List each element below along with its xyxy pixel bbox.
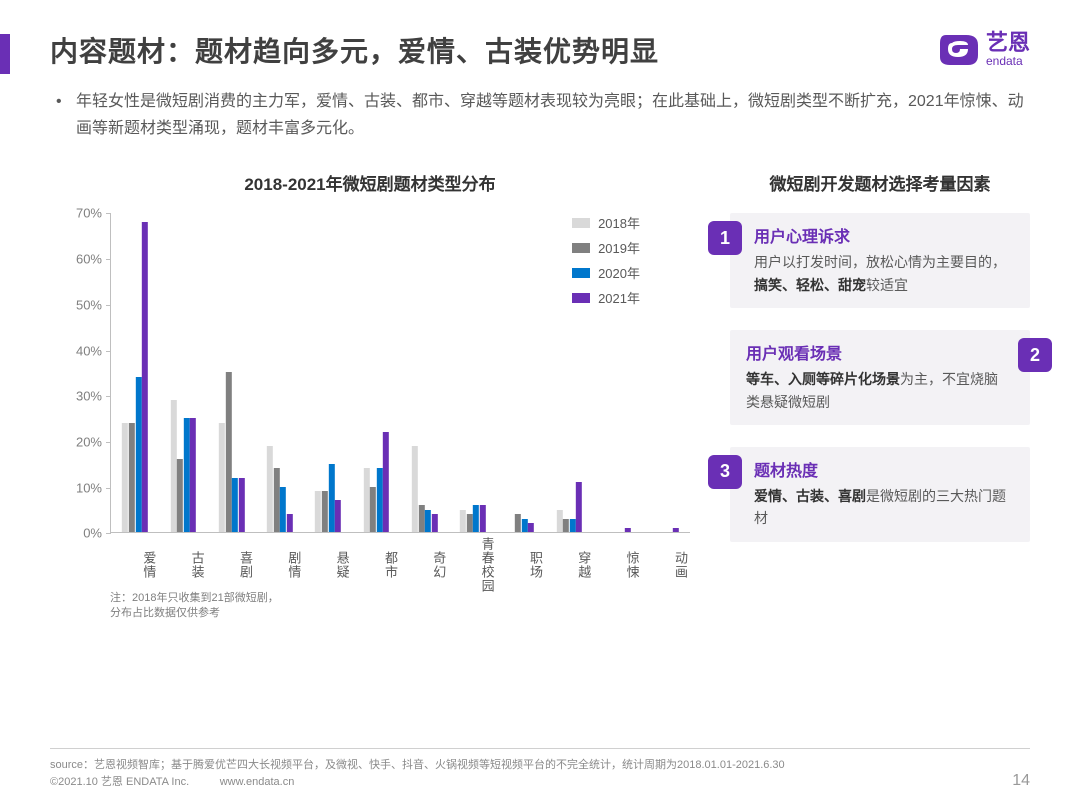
bar — [570, 519, 576, 533]
factor-number: 3 — [708, 455, 742, 489]
factor-number: 2 — [1018, 338, 1052, 372]
intro-bullet: 年轻女性是微短剧消费的主力军，爱情、古装、都市、穿越等题材表现较为亮眼；在此基础… — [50, 88, 1030, 142]
factor-title: 用户心理诉求 — [754, 223, 1014, 247]
bar — [170, 400, 176, 533]
bar — [432, 514, 438, 532]
bar — [232, 478, 238, 533]
bar — [190, 418, 196, 532]
bar — [370, 487, 376, 533]
factor-card: 1用户心理诉求用户以打发时间，放松心情为主要目的，搞笑、轻松、甜宠较适宜 — [730, 213, 1030, 308]
y-tick: 50% — [76, 297, 102, 312]
bar — [335, 500, 341, 532]
bar — [467, 514, 473, 532]
factor-title: 用户观看场景 — [746, 340, 1006, 364]
factors-column: 微短剧开发题材选择考量因素 1 用户心理诉求用户以打发时间，放松心情为主要目的，搞… — [690, 170, 1030, 593]
y-tick: 40% — [76, 343, 102, 358]
x-label: 惊悚 — [593, 537, 641, 593]
y-tick: 20% — [76, 434, 102, 449]
bar — [135, 377, 141, 532]
legend-item: 2018年 — [572, 213, 640, 232]
factor-body: 爱情、古装、喜剧是微短剧的三大热门题材 — [754, 485, 1014, 530]
x-label: 古装 — [158, 537, 206, 593]
bar — [418, 505, 424, 532]
footer-source: source：艺恩视频智库；基于腾爱优芒四大长视频平台，及微视、快手、抖音、火锅… — [50, 757, 785, 774]
bar — [528, 523, 534, 532]
factor-number: 1 — [708, 221, 742, 255]
bar — [315, 491, 321, 532]
bar — [142, 222, 148, 533]
y-tick: 70% — [76, 206, 102, 221]
y-tick: 60% — [76, 252, 102, 267]
x-label: 都市 — [352, 537, 400, 593]
bar — [383, 432, 389, 533]
logo-text-cn: 艺恩 — [986, 32, 1030, 54]
footer-url: www.endata.cn — [220, 776, 295, 788]
bar — [328, 464, 334, 533]
x-label: 悬疑 — [303, 537, 351, 593]
x-label: 职场 — [497, 537, 545, 593]
bar — [473, 505, 479, 532]
footer: source：艺恩视频智库；基于腾爱优芒四大长视频平台，及微视、快手、抖音、火锅… — [50, 748, 1030, 790]
legend-item: 2019年 — [572, 238, 640, 257]
legend-item: 2020年 — [572, 263, 640, 282]
bar — [122, 423, 128, 533]
bar — [280, 487, 286, 533]
chart-title: 2018-2021年微短剧题材类型分布 — [50, 170, 690, 195]
bar — [177, 459, 183, 532]
bar — [219, 423, 225, 533]
footer-copyright: ©2021.10 艺恩 ENDATA Inc. — [50, 776, 189, 788]
x-label: 青春校园 — [448, 537, 496, 593]
logo: 艺恩 endata — [938, 31, 1030, 69]
bar — [184, 418, 190, 532]
y-tick: 0% — [83, 526, 102, 541]
x-label: 爱情 — [110, 537, 158, 593]
bar — [563, 519, 569, 533]
bar — [267, 446, 273, 533]
bar — [239, 478, 245, 533]
bar — [521, 519, 527, 533]
x-label: 动画 — [642, 537, 690, 593]
factor-body: 等车、入厕等碎片化场景为主，不宜烧脑类悬疑微短剧 — [746, 368, 1006, 413]
accent-bar — [0, 34, 10, 74]
logo-text-en: endata — [986, 54, 1030, 68]
page-title: 内容题材：题材趋向多元，爱情、古装优势明显 — [50, 30, 659, 70]
logo-icon — [938, 31, 980, 69]
x-label: 喜剧 — [207, 537, 255, 593]
bar — [129, 423, 135, 533]
bar — [576, 482, 582, 532]
bar — [480, 505, 486, 532]
bar — [363, 468, 369, 532]
bar — [515, 514, 521, 532]
factor-card: 3题材热度爱情、古装、喜剧是微短剧的三大热门题材 — [730, 447, 1030, 542]
bar — [625, 528, 631, 533]
bar — [274, 468, 280, 532]
bar — [673, 528, 679, 533]
bar — [322, 491, 328, 532]
factor-title: 题材热度 — [754, 457, 1014, 481]
page-number: 14 — [1012, 772, 1030, 790]
y-tick: 10% — [76, 480, 102, 495]
bar — [460, 510, 466, 533]
legend-item: 2021年 — [572, 288, 640, 307]
bar — [287, 514, 293, 532]
x-label: 奇幻 — [400, 537, 448, 593]
header: 内容题材：题材趋向多元，爱情、古装优势明显 艺恩 endata — [50, 30, 1030, 70]
factor-body: 用户以打发时间，放松心情为主要目的，搞笑、轻松、甜宠较适宜 — [754, 251, 1014, 296]
factor-card: 2用户观看场景等车、入厕等碎片化场景为主，不宜烧脑类悬疑微短剧 — [730, 330, 1030, 425]
bar-chart: 0%10%20%30%40%50%60%70% 爱情古装喜剧剧情悬疑都市奇幻青春… — [50, 213, 690, 593]
factors-title: 微短剧开发题材选择考量因素 — [730, 170, 1030, 195]
bar — [225, 372, 231, 532]
chart-column: 2018-2021年微短剧题材类型分布 0% 10% 20% 30% 40% 50% 60%… — [50, 170, 690, 593]
chart-note: 注：2018年只收集到21部微短剧， 分布占比数据仅供参考 — [110, 591, 279, 622]
x-label: 穿越 — [545, 537, 593, 593]
x-label: 剧情 — [255, 537, 303, 593]
bar — [412, 446, 418, 533]
bar — [425, 510, 431, 533]
bar — [556, 510, 562, 533]
y-tick: 30% — [76, 389, 102, 404]
chart-legend: 2018年 2019年 2020年 2021年 — [572, 213, 640, 313]
bar — [377, 468, 383, 532]
